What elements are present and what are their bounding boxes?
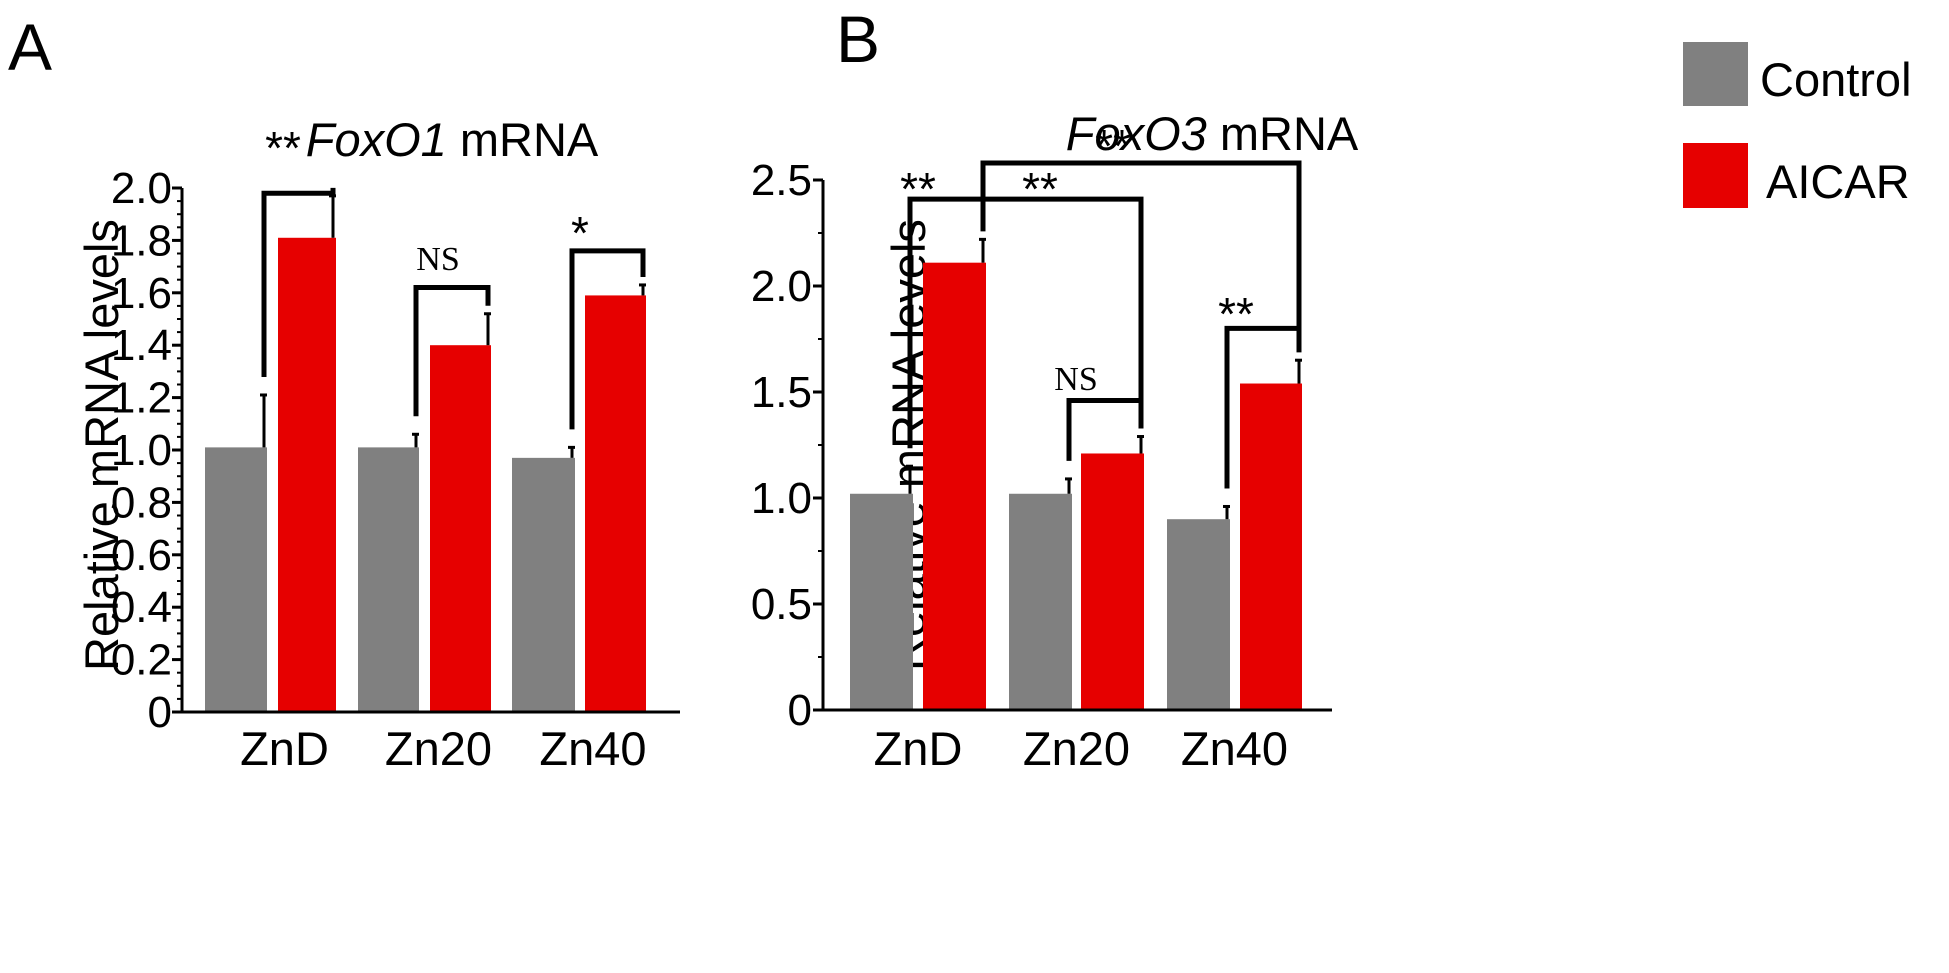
x-tick-label: Zn40 — [1181, 722, 1288, 775]
chart-title-a: FoxO1 mRNA — [306, 113, 599, 166]
bar-znd-aicar — [923, 262, 986, 710]
x-tick-label: Zn20 — [1023, 722, 1130, 775]
y-tick-label: 2.5 — [751, 156, 812, 205]
y-tick-label: 0 — [148, 688, 172, 737]
significance-label: NS — [416, 241, 459, 278]
chart-title-a-rest: mRNA — [447, 113, 599, 166]
y-tick-label: 0.4 — [111, 583, 172, 632]
significance-label: NS — [1054, 361, 1097, 398]
y-tick-label: 0.2 — [111, 636, 172, 685]
bar-zn40-aicar — [585, 295, 646, 712]
significance-bracket — [569, 248, 646, 430]
bar-zn40-control — [512, 457, 575, 712]
chart-title-b-rest: mRNA — [1207, 107, 1359, 160]
y-tick-label: 1.0 — [111, 426, 172, 475]
bar-zn20-aicar — [430, 345, 491, 712]
panel-label-b: B — [836, 2, 880, 76]
bar-zn40-control — [1167, 519, 1230, 710]
legend-swatch-aicar — [1683, 143, 1748, 208]
y-tick-label: 2.0 — [751, 262, 812, 311]
legend-label-aicar: AICAR — [1766, 155, 1910, 208]
y-tick-label: 1.6 — [111, 269, 172, 318]
chart-title-b: FoxO3 mRNA — [1066, 107, 1359, 160]
chart-panel-b: 0 0.5 1.0 1.5 2.0 2.5 ZnD Zn20 Zn40 ** NS ** ** ** — [751, 120, 1332, 775]
bar-zn20-control — [1009, 493, 1072, 710]
bar-zn40-aicar — [1240, 383, 1302, 710]
y-axis-label-a: Relative mRNA levels — [75, 219, 128, 671]
chart-panel-a: 00.20.40.60.81.01.21.41.61.82.0 ZnD Zn20 Zn… — [111, 122, 680, 775]
x-tick-label: Zn40 — [539, 722, 646, 775]
y-tick-label: 0.5 — [751, 580, 812, 629]
y-tick-label: 0.8 — [111, 478, 172, 527]
significance-bracket — [1066, 397, 1144, 461]
significance-label: ** — [265, 122, 301, 174]
legend-swatch-control — [1683, 42, 1748, 106]
bar-zn20-control — [358, 447, 419, 712]
x-tick-label: ZnD — [874, 722, 963, 775]
bar-znd-aicar — [278, 237, 336, 712]
y-tick-label: 1.0 — [751, 474, 812, 523]
legend-label-control: Control — [1760, 53, 1912, 106]
panel-label-a: A — [8, 10, 52, 84]
y-tick-label: 1.5 — [751, 368, 812, 417]
bar-zn20-aicar — [1081, 453, 1144, 710]
legend: Control AICAR — [1683, 42, 1912, 208]
significance-label: ** — [1022, 163, 1058, 215]
chart-title-b-gene: FoxO3 — [1066, 107, 1207, 160]
significance-label: ** — [1095, 120, 1131, 172]
bar-znd-control — [850, 493, 913, 710]
y-tick-label: 0.6 — [111, 531, 172, 580]
significance-label: ** — [900, 163, 936, 215]
y-tick-label: 1.8 — [111, 216, 172, 265]
significance-label: ** — [1218, 288, 1254, 340]
significance-label: * — [571, 207, 589, 259]
significance-bracket — [261, 187, 336, 377]
x-tick-label: ZnD — [240, 722, 329, 775]
bar-znd-control — [205, 447, 267, 712]
y-tick-label: 1.2 — [111, 374, 172, 423]
y-tick-label: 1.4 — [111, 321, 172, 370]
significance-bracket — [413, 285, 491, 417]
significance-bracket — [980, 160, 1302, 353]
y-tick-label: 2.0 — [111, 164, 172, 213]
chart-title-a-gene: FoxO1 — [306, 113, 447, 166]
x-tick-label: Zn20 — [385, 722, 492, 775]
y-tick-label: 0 — [788, 686, 812, 735]
